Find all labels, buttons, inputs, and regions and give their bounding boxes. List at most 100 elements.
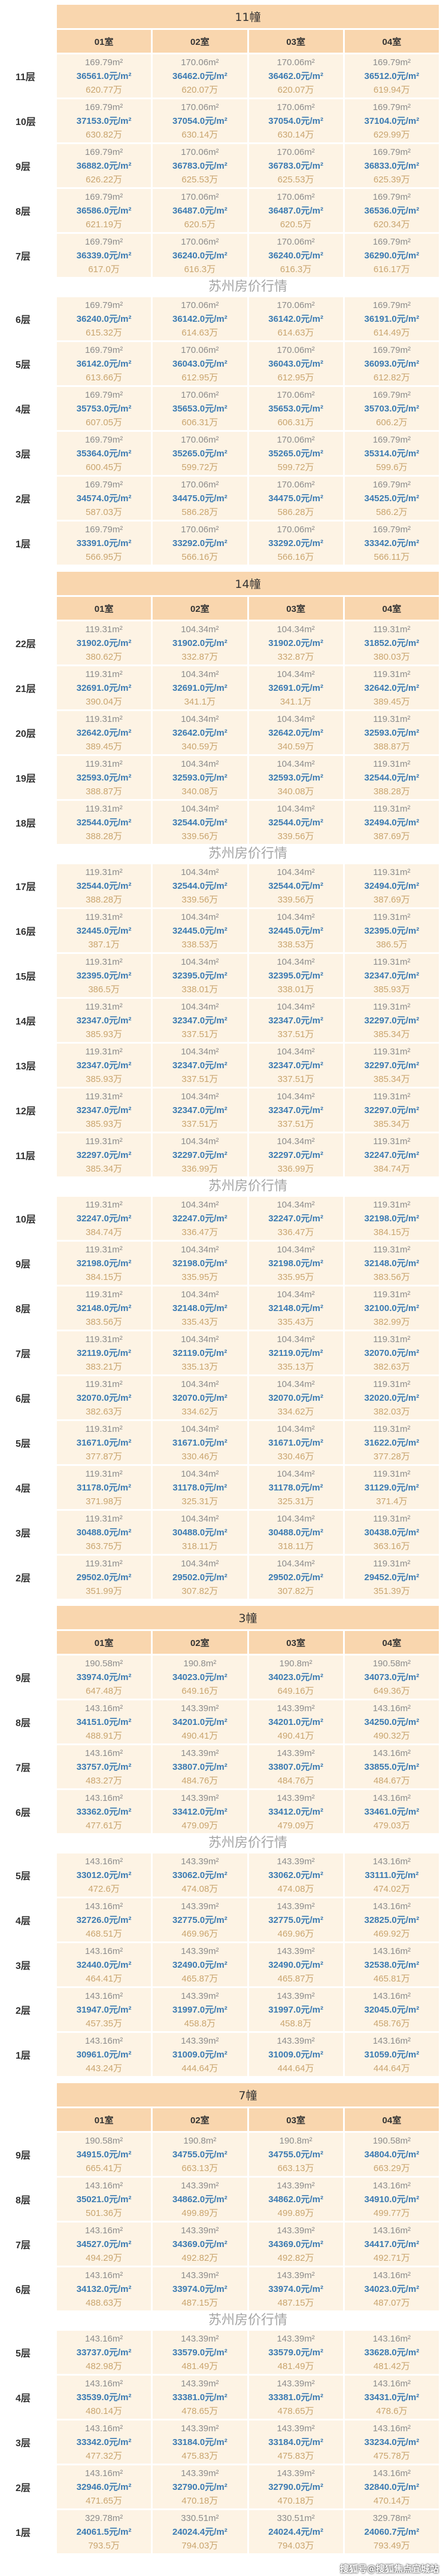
unit-area: 169.79m² — [372, 479, 411, 490]
unit-cells: 143.16m² 32726.0元/m² 468.51万 143.39m² 32775.… — [57, 1898, 439, 1941]
unit-cells: 119.31m² 32544.0元/m² 388.28万 104.34m² 32544.… — [57, 801, 439, 844]
room-header: 03室 — [248, 30, 343, 53]
unit-cell: 143.16m² 32825.0元/m² 469.92万 — [344, 1898, 439, 1941]
unit-total: 338.01万 — [181, 984, 219, 995]
unit-total: 307.82万 — [277, 1586, 314, 1596]
unit-area: 104.34m² — [181, 1289, 219, 1300]
unit-price: 32347.0元/m² — [172, 1105, 227, 1115]
unit-total: 606.31万 — [277, 417, 314, 428]
unit-price: 33111.0元/m² — [365, 1870, 419, 1880]
unit-area: 119.31m² — [373, 803, 411, 814]
floor-label: 1层 — [16, 2528, 31, 2538]
unit-total: 380.62万 — [86, 651, 123, 662]
unit-cell: 119.31m² 32494.0元/m² 387.69万 — [344, 864, 439, 907]
unit-price: 32347.0元/m² — [76, 1060, 132, 1071]
floor-row: 13层 119.31m² 32347.0元/m² 385.93万 104.34m² 323… — [0, 1044, 443, 1087]
unit-total: 388.87万 — [86, 786, 123, 797]
unit-price: 32691.0元/m² — [76, 682, 132, 693]
unit-total: 337.51万 — [181, 1029, 219, 1039]
unit-price: 33362.0元/m² — [76, 1806, 132, 1817]
unit-cells: 143.16m² 30961.0元/m² 443.24万 143.39m² 31009.… — [57, 2033, 439, 2076]
floor-row: 5层 119.31m² 31671.0元/m² 377.87万 104.34m² 3167… — [0, 1421, 443, 1464]
unit-total: 388.87万 — [373, 741, 410, 752]
unit-cell: 190.58m² 33974.0元/m² 647.48万 — [57, 1656, 151, 1699]
unit-cell: 169.79m² 36536.0元/m² 620.34万 — [344, 189, 439, 232]
unit-area: 119.31m² — [373, 1244, 411, 1255]
unit-total: 307.82万 — [181, 1586, 219, 1596]
unit-price: 36536.0元/m² — [364, 205, 420, 216]
floor-label: 5层 — [16, 360, 31, 370]
unit-cell: 104.34m² 32148.0元/m² 335.43万 — [248, 1287, 343, 1330]
floor-label: 8层 — [16, 1718, 31, 1728]
floor-label: 14层 — [16, 1017, 36, 1027]
unit-cell: 329.78m² 24061.5元/m² 793.5万 — [57, 2510, 151, 2553]
unit-area: 170.06m² — [277, 300, 315, 310]
unit-area: 143.16m² — [372, 2180, 411, 2191]
unit-area: 104.34m² — [181, 1423, 219, 1434]
unit-area: 170.06m² — [181, 389, 219, 400]
unit-total: 490.41万 — [277, 1730, 314, 1741]
unit-cell: 169.79m² 35364.0元/m² 600.45万 — [57, 432, 151, 475]
unit-area: 104.34m² — [277, 1379, 315, 1389]
unit-total: 338.53万 — [277, 939, 314, 950]
unit-cell: 143.39m² 32790.0元/m² 470.18万 — [153, 2465, 247, 2508]
unit-cell: 104.34m² 32544.0元/m² 339.56万 — [153, 864, 247, 907]
unit-total: 487.15万 — [277, 2297, 314, 2308]
unit-price: 31671.0元/m² — [268, 1437, 323, 1448]
unit-cell: 143.16m² 32840.0元/m² 470.14万 — [344, 2465, 439, 2508]
unit-total: 612.95万 — [181, 372, 219, 383]
unit-area: 190.8m² — [279, 1658, 312, 1669]
unit-price: 32045.0元/m² — [364, 2004, 420, 2015]
unit-area: 143.16m² — [84, 1856, 123, 1867]
unit-area: 143.16m² — [372, 1703, 411, 1714]
floor-label: 6层 — [16, 1394, 31, 1404]
unit-total: 383.56万 — [373, 1272, 410, 1282]
unit-price: 30438.0元/m² — [364, 1527, 420, 1538]
unit-area: 143.39m² — [277, 1901, 315, 1912]
floor-row: 22层 119.31m² 31902.0元/m² 380.62万 104.34m² 319… — [0, 621, 443, 664]
unit-cell: 170.06m² 35653.0元/m² 606.31万 — [153, 387, 247, 430]
floor-row: 2层 143.16m² 31947.0元/m² 457.35万 143.39m² 3199… — [0, 1988, 443, 2031]
unit-cells: 143.16m² 33757.0元/m² 483.27万 143.39m² 33807.… — [57, 1745, 439, 1788]
floor-label: 11层 — [16, 1151, 35, 1162]
unit-price: 30488.0元/m² — [76, 1527, 132, 1538]
unit-total: 335.43万 — [277, 1316, 314, 1327]
unit-cell: 170.06m² 36142.0元/m² 614.63万 — [248, 297, 343, 340]
unit-price: 32642.0元/m² — [76, 727, 132, 738]
unit-price: 36142.0元/m² — [268, 313, 323, 324]
unit-price: 31947.0元/m² — [76, 2004, 132, 2015]
unit-cells: 119.31m² 32691.0元/m² 390.04万 104.34m² 32691.… — [57, 666, 439, 709]
floor-label: 5层 — [16, 1439, 31, 1449]
unit-cell: 143.16m² 33461.0元/m² 479.03万 — [344, 1790, 439, 1833]
unit-area: 170.06m² — [181, 300, 219, 310]
unit-cell: 143.16m² 31947.0元/m² 457.35万 — [57, 1988, 151, 2031]
unit-area: 170.06m² — [181, 524, 219, 535]
unit-price: 35265.0元/m² — [172, 448, 227, 459]
unit-cell: 104.34m² 31902.0元/m² 332.87万 — [248, 621, 343, 664]
unit-cells: 190.58m² 34915.0元/m² 665.41万 190.8m² 34755.0… — [57, 2133, 439, 2176]
building-title: 3幢 — [57, 1606, 439, 1629]
unit-area: 104.34m² — [277, 803, 315, 814]
floor-label: 15层 — [16, 972, 36, 982]
floor-row: 1层 143.16m² 30961.0元/m² 443.24万 143.39m² 3100… — [0, 2033, 443, 2076]
unit-area: 104.34m² — [277, 1244, 315, 1255]
unit-price: 32946.0元/m² — [76, 2482, 132, 2492]
unit-area: 119.31m² — [85, 1289, 123, 1300]
unit-total: 625.39万 — [373, 174, 410, 185]
unit-cell: 143.16m² 34910.0元/m² 499.77万 — [344, 2178, 439, 2221]
unit-area: 170.06m² — [277, 102, 315, 112]
unit-cell: 119.31m² 32445.0元/m² 387.1万 — [57, 909, 151, 952]
unit-cell: 169.79m² 36290.0元/m² 616.17万 — [344, 234, 439, 277]
floor-row: 6层 119.31m² 32070.0元/m² 382.63万 104.34m² 3207… — [0, 1376, 443, 1419]
unit-cell: 104.34m² 32070.0元/m² 334.62万 — [153, 1376, 247, 1419]
floor-label: 3层 — [16, 1529, 31, 1539]
unit-cell: 119.31m² 32347.0元/m² 385.93万 — [57, 1044, 151, 1087]
unit-cell: 104.34m² 32395.0元/m² 338.01万 — [248, 954, 343, 997]
unit-price: 34132.0元/m² — [76, 2284, 132, 2294]
unit-total: 384.74万 — [86, 1227, 123, 1237]
unit-price: 34417.0元/m² — [364, 2239, 420, 2249]
unit-total: 383.21万 — [86, 1361, 123, 1372]
unit-area: 104.34m² — [277, 1468, 315, 1479]
unit-price: 32198.0元/m² — [76, 1258, 132, 1269]
unit-cell: 169.79m² 36561.0元/m² 620.77万 — [57, 54, 151, 97]
